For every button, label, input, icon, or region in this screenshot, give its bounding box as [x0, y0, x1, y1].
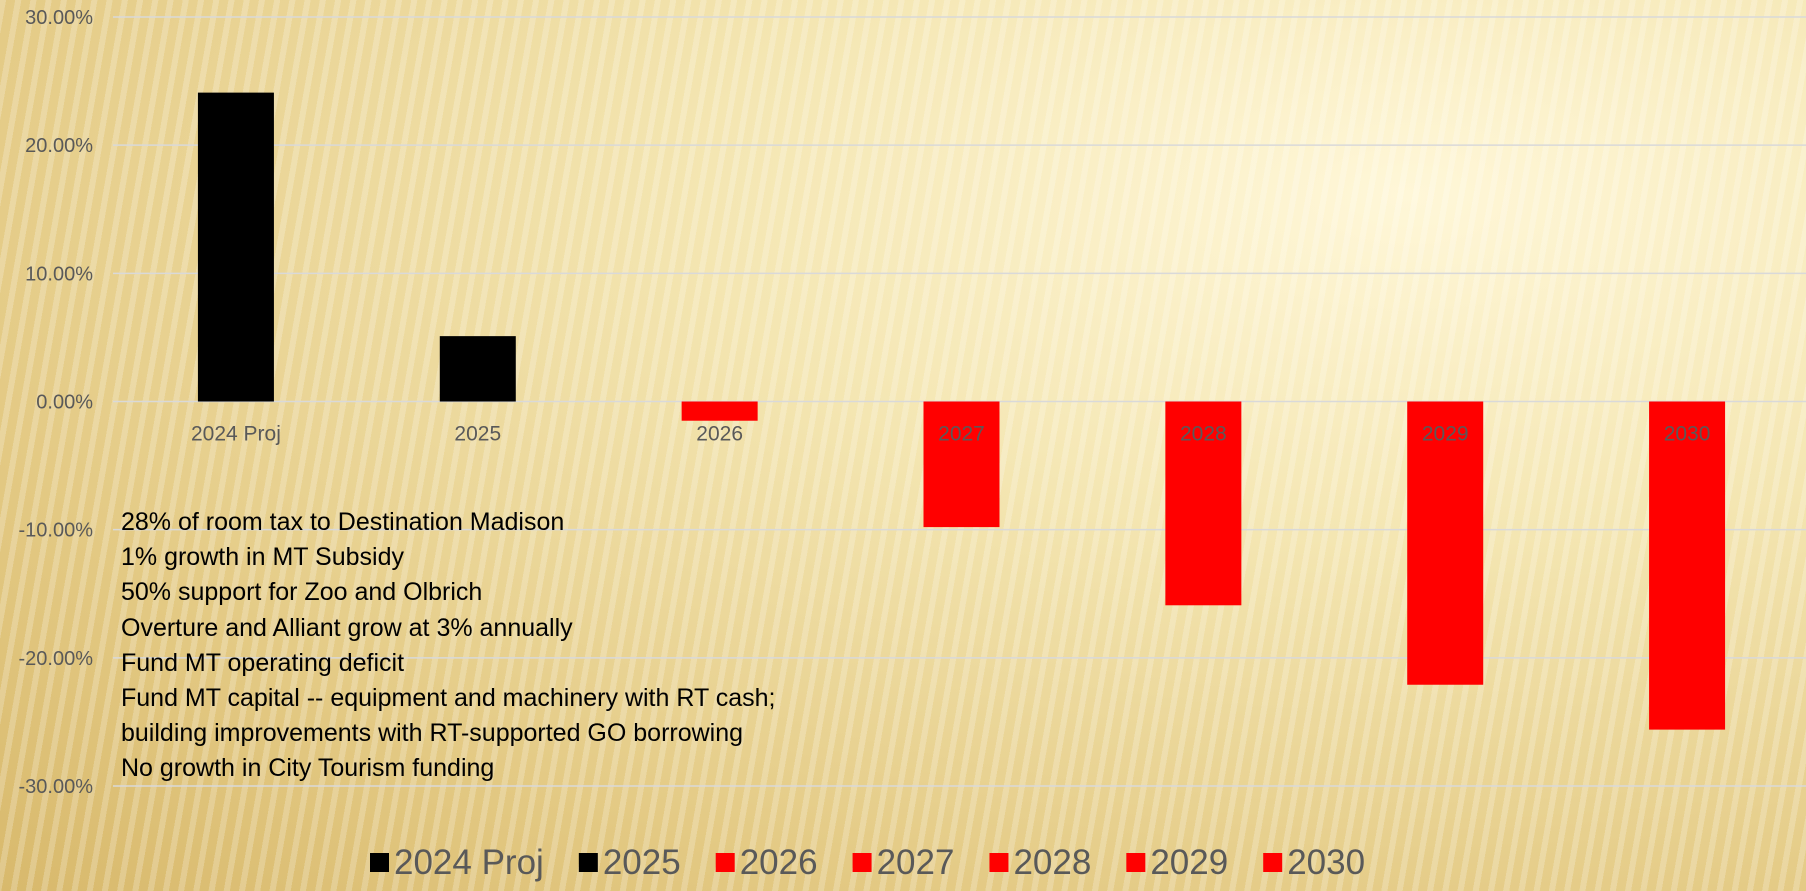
- bar: [923, 401, 1000, 528]
- legend-swatch: [1126, 853, 1146, 872]
- y-tick-label: -10.00%: [19, 520, 94, 542]
- x-tick-label: 2024 Proj: [191, 423, 281, 446]
- x-tick-label: 2030: [1664, 423, 1711, 446]
- legend-swatch: [715, 853, 735, 872]
- y-axis-labels: 30.00% 20.00% 10.00% 0.00% -10.00% -20.00% -30…: [19, 7, 94, 798]
- note-line: Fund MT capital -- equipment and machine…: [121, 684, 776, 748]
- legend-swatch: [1263, 853, 1283, 872]
- x-tick-label: 2029: [1422, 423, 1469, 446]
- bar: [1165, 401, 1242, 606]
- legend-label: 2025: [603, 843, 681, 882]
- x-tick-label: 2027: [938, 423, 985, 446]
- legend-label: 2029: [1150, 843, 1228, 882]
- gridlines: [113, 16, 1806, 787]
- legend-swatch: [852, 853, 872, 872]
- note-line: 28% of room tax to Destination Madison: [121, 508, 565, 536]
- y-tick-label: 20.00%: [25, 135, 93, 157]
- legend-label: 2030: [1287, 843, 1365, 882]
- y-tick-label: -30.00%: [19, 776, 94, 798]
- y-tick-label: 30.00%: [25, 7, 93, 29]
- legend-swatch: [989, 853, 1009, 872]
- legend-label: 2026: [740, 843, 818, 882]
- x-tick-label: 2025: [454, 423, 501, 446]
- legend-label: 2027: [877, 843, 955, 882]
- y-tick-label: 10.00%: [25, 263, 93, 285]
- note-line: 50% support for Zoo and Olbrich: [121, 578, 483, 607]
- legend-label: 2028: [1013, 843, 1091, 882]
- legend: 2024 Proj 2025 2026 2027 2028 2029 2030: [370, 843, 1365, 882]
- assumptions-notes: 28% of room tax to Destination Madison 1…: [121, 505, 811, 787]
- x-tick-label: 2028: [1180, 423, 1227, 446]
- note-line: No growth in City Tourism funding: [121, 754, 495, 783]
- bar: [681, 401, 758, 421]
- bar: [1649, 401, 1726, 730]
- note-line: 1% growth in MT Subsidy: [121, 543, 404, 572]
- y-tick-label: 0.00%: [36, 392, 93, 414]
- y-tick-label: -20.00%: [19, 648, 94, 670]
- x-tick-label: 2026: [696, 423, 743, 446]
- legend-label: 2024 Proj: [394, 843, 544, 882]
- bar: [439, 336, 516, 402]
- bar: [1407, 401, 1484, 685]
- legend-swatch: [370, 853, 389, 872]
- bars: [197, 92, 1726, 730]
- x-axis-labels: 2024 Proj 2025 2026 2027 2028 2029 2030: [191, 423, 1710, 446]
- note-line: Overture and Alliant grow at 3% annually: [121, 613, 573, 642]
- bar: [197, 92, 274, 402]
- legend-swatch: [578, 853, 598, 872]
- note-line: Fund MT operating deficit: [121, 648, 405, 677]
